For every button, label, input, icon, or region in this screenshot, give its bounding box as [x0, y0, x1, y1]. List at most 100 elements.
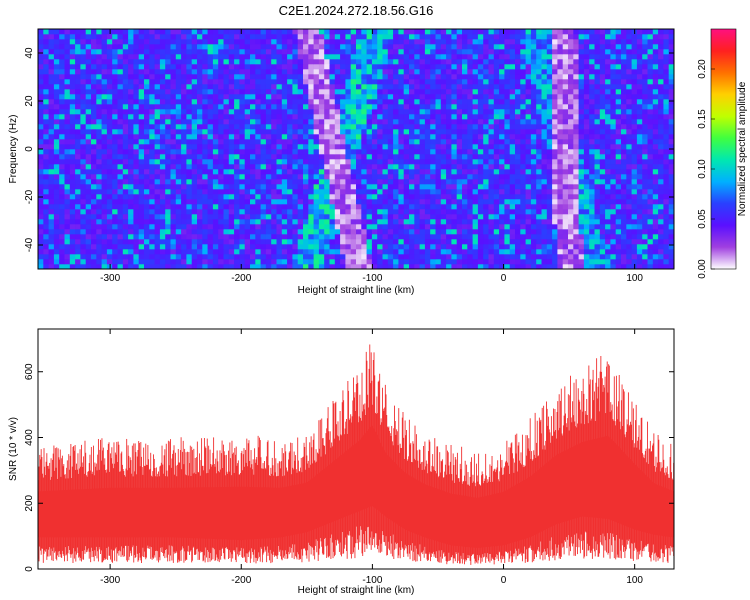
heatmap-cell — [149, 259, 155, 265]
heatmap-cell — [536, 134, 542, 140]
heatmap-cell — [228, 164, 235, 170]
heatmap-cell — [133, 204, 139, 210]
heatmap-cell — [128, 264, 134, 270]
heatmap-cell — [568, 229, 574, 235]
heatmap-cell — [605, 169, 611, 175]
heatmap-cell — [91, 214, 97, 220]
heatmap-cell — [207, 174, 214, 180]
heatmap-cell — [260, 164, 267, 170]
heatmap-cell — [239, 219, 245, 225]
heatmap-cell — [488, 174, 495, 180]
heatmap-cell — [583, 124, 590, 130]
heatmap-cell — [578, 199, 585, 205]
heatmap-cell — [631, 249, 638, 255]
heatmap-cell — [647, 144, 654, 150]
heatmap-cell — [212, 189, 219, 195]
heatmap-cell — [350, 74, 357, 80]
heatmap-cell — [610, 219, 616, 225]
heatmap-cell — [181, 79, 187, 85]
heatmap-cell — [228, 234, 235, 240]
heatmap-cell — [149, 114, 155, 120]
heatmap-cell — [583, 129, 590, 135]
heatmap-cell — [493, 154, 500, 160]
heatmap-cell — [382, 174, 389, 180]
heatmap-cell — [265, 124, 272, 130]
heatmap-cell — [467, 219, 473, 225]
heatmap-cell — [165, 229, 171, 235]
heatmap-cell — [334, 164, 341, 170]
heatmap-cell — [536, 244, 542, 250]
heatmap-cell — [424, 119, 431, 125]
heatmap-cell — [170, 159, 177, 165]
heatmap-cell — [122, 114, 129, 120]
heatmap-cell — [557, 264, 563, 270]
heatmap-cell — [530, 244, 537, 250]
heatmap-cell — [91, 104, 97, 110]
heatmap-cell — [59, 164, 65, 170]
heatmap-cell — [652, 214, 659, 220]
heatmap-cell — [218, 104, 224, 110]
heatmap-cell — [605, 114, 611, 120]
heatmap-cell — [557, 79, 563, 85]
heatmap-cell — [356, 64, 362, 70]
heatmap-cell — [456, 114, 463, 120]
heatmap-cell — [568, 144, 574, 150]
heatmap-cell — [361, 214, 367, 220]
heatmap-cell — [345, 179, 351, 185]
heatmap-cell — [85, 114, 92, 120]
heatmap-cell — [197, 134, 203, 140]
heatmap-cell — [520, 204, 526, 210]
heatmap-cell — [568, 249, 574, 255]
heatmap-cell — [69, 169, 76, 175]
heatmap-cell — [350, 209, 357, 215]
heatmap-cell — [207, 209, 214, 215]
heatmap-cell — [414, 254, 420, 260]
heatmap-cell — [387, 124, 394, 130]
heatmap-cell — [38, 199, 44, 205]
heatmap-cell — [578, 189, 585, 195]
heatmap-cell — [313, 74, 320, 80]
heatmap-cell — [520, 254, 526, 260]
heatmap-cell — [191, 239, 198, 245]
heatmap-cell — [175, 59, 182, 65]
heatmap-cell — [562, 104, 569, 110]
heatmap-cell — [159, 129, 166, 135]
heatmap-cell — [578, 184, 585, 190]
heatmap-cell — [573, 169, 579, 175]
heatmap-cell — [419, 74, 426, 80]
heatmap-cell — [334, 199, 341, 205]
heatmap-cell — [403, 209, 410, 215]
heatmap-cell — [642, 179, 648, 185]
heatmap-cell — [260, 239, 267, 245]
heatmap-cell — [43, 179, 49, 185]
heatmap-cell — [265, 144, 272, 150]
heatmap-cell — [658, 114, 664, 120]
heatmap-cell — [462, 234, 468, 240]
heatmap-cell — [377, 109, 383, 115]
heatmap-cell — [488, 214, 495, 220]
heatmap-cell — [350, 144, 357, 150]
heatmap-cell — [499, 159, 505, 165]
heatmap-cell — [504, 164, 510, 170]
heatmap-cell — [128, 204, 134, 210]
heatmap-cell — [366, 79, 373, 85]
heatmap-cell — [212, 259, 219, 265]
heatmap-cell — [260, 219, 267, 225]
heatmap-cell — [340, 179, 346, 185]
heatmap-cell — [85, 234, 92, 240]
heatmap-cell — [382, 114, 389, 120]
heatmap-cell — [462, 194, 468, 200]
heatmap-cell — [64, 129, 71, 135]
heatmap-cell — [112, 249, 118, 255]
heatmap-cell — [642, 234, 648, 240]
heatmap-cell — [409, 219, 415, 225]
heatmap-cell — [59, 104, 65, 110]
heatmap-cell — [218, 84, 224, 90]
heatmap-cell — [462, 174, 468, 180]
heatmap-cell — [583, 249, 590, 255]
heatmap-cell — [356, 149, 362, 155]
heatmap-cell — [159, 254, 166, 260]
heatmap-cell — [218, 124, 224, 130]
heatmap-cell — [303, 149, 309, 155]
heatmap-cell — [424, 224, 431, 230]
